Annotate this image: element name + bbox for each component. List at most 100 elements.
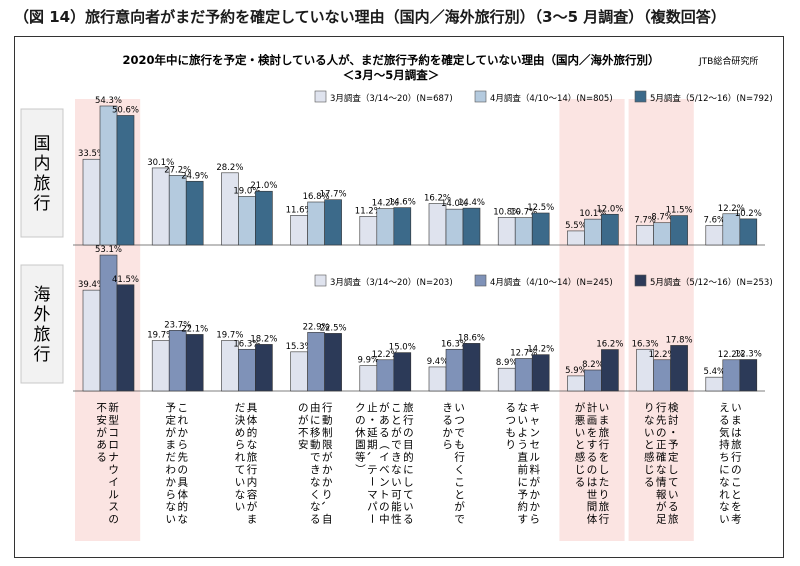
category-char: 考 [731, 514, 742, 526]
category-char: い [518, 414, 529, 426]
bar [636, 224, 654, 246]
category-char: パ [367, 501, 378, 513]
data-label: 12.2% [718, 204, 745, 214]
data-label: 10.2% [735, 209, 762, 219]
category-char: 旅 [731, 438, 742, 451]
data-label: 19.7% [216, 331, 243, 341]
category-labels: 新型コロナウイルスの不安があるこれから先の具体的な予定がまだわからない具体的な旅… [96, 401, 742, 526]
panel-label-char: 行 [34, 194, 51, 214]
category-char: い [454, 402, 465, 414]
bar [514, 358, 533, 392]
category-char: だ [235, 402, 246, 414]
data-label: 16.3% [233, 339, 260, 349]
category-char: を [599, 452, 610, 464]
data-label: 28.2% [216, 163, 243, 173]
category-char: マ [367, 489, 378, 501]
category-char: な [178, 514, 189, 526]
category-char: る [442, 414, 453, 426]
data-label: 12.7% [510, 348, 537, 358]
category-char: こ [391, 402, 402, 414]
bar [739, 359, 758, 392]
bar [462, 343, 481, 392]
category-char: 目 [403, 439, 414, 451]
category-char: か [166, 476, 177, 488]
category-char: 安 [298, 438, 309, 451]
data-label: 39.4% [78, 280, 105, 290]
bar [584, 218, 602, 246]
source-label: JTB総合研究所 [698, 55, 758, 67]
category-char: く [310, 489, 321, 501]
bar [255, 344, 273, 392]
category-char: 定 [166, 413, 177, 426]
category-char: ち [719, 452, 730, 464]
category-char: る [506, 402, 517, 414]
bar [705, 376, 724, 392]
category-char: と [731, 489, 742, 501]
category-char: ・ [367, 414, 378, 426]
bar [531, 354, 550, 392]
data-label: 16.8% [303, 192, 330, 202]
bar [324, 199, 342, 246]
bar [151, 167, 170, 246]
category-char: 等 [355, 451, 366, 464]
category-char: で [391, 439, 402, 451]
category-char: れ [178, 414, 189, 426]
category-char: 予 [668, 439, 679, 451]
category-char: 容 [247, 488, 258, 501]
category-char: ら [178, 439, 189, 451]
bar [116, 115, 135, 246]
category-char: 中 [379, 513, 390, 526]
category-char: 討 [668, 413, 679, 426]
category-char: て [235, 464, 246, 476]
data-label: 54.3% [95, 96, 122, 106]
data-label: 5.5% [565, 221, 587, 231]
category-char: 休 [355, 427, 366, 439]
category-char: 性 [391, 513, 402, 526]
category-char: 定 [668, 451, 679, 464]
data-label: 14.4% [458, 198, 485, 208]
panel-label-box [20, 264, 64, 384]
data-label: 22.5% [320, 323, 347, 333]
bar [376, 208, 395, 246]
bar [116, 284, 135, 392]
category-char: 行 [247, 463, 258, 476]
category-char: い [391, 476, 402, 488]
category-char: 感 [644, 451, 655, 464]
bar [705, 225, 724, 246]
bar [359, 365, 378, 392]
category-char: ー [365, 476, 377, 487]
category-char: 持 [719, 438, 730, 451]
category-char: 料 [530, 463, 541, 476]
category-char: れ [235, 452, 246, 464]
category-char: 的 [403, 451, 414, 464]
category-char: ら [530, 514, 541, 526]
category-char: ー [365, 513, 377, 524]
bar [497, 217, 516, 246]
data-label: 10.1% [579, 209, 606, 219]
data-label: 41.5% [112, 275, 139, 285]
category-char: に [719, 464, 730, 476]
category-char: え [719, 402, 730, 414]
category-char: る [403, 514, 414, 526]
category-char: に [310, 414, 321, 426]
category-char: な [310, 501, 321, 513]
data-label: 14.2% [527, 345, 554, 355]
data-label: 10.8% [493, 207, 520, 217]
category-char: る [587, 452, 598, 464]
category-char: が [96, 426, 107, 439]
category-char: つ [506, 414, 517, 426]
category-char: 旅 [668, 513, 679, 526]
legend-label: 3月調査（3/14～20）(N=687) [330, 93, 453, 104]
bar [739, 218, 758, 246]
bar [584, 369, 602, 392]
category-char: 旅 [403, 401, 414, 414]
category-char: じ [644, 464, 655, 476]
category-char: 旅 [247, 451, 258, 464]
category-char: が [454, 500, 465, 513]
bar [670, 345, 688, 392]
category-char: か [178, 427, 189, 439]
data-label: 24.9% [181, 171, 208, 181]
data-label: 14.0% [441, 199, 468, 209]
